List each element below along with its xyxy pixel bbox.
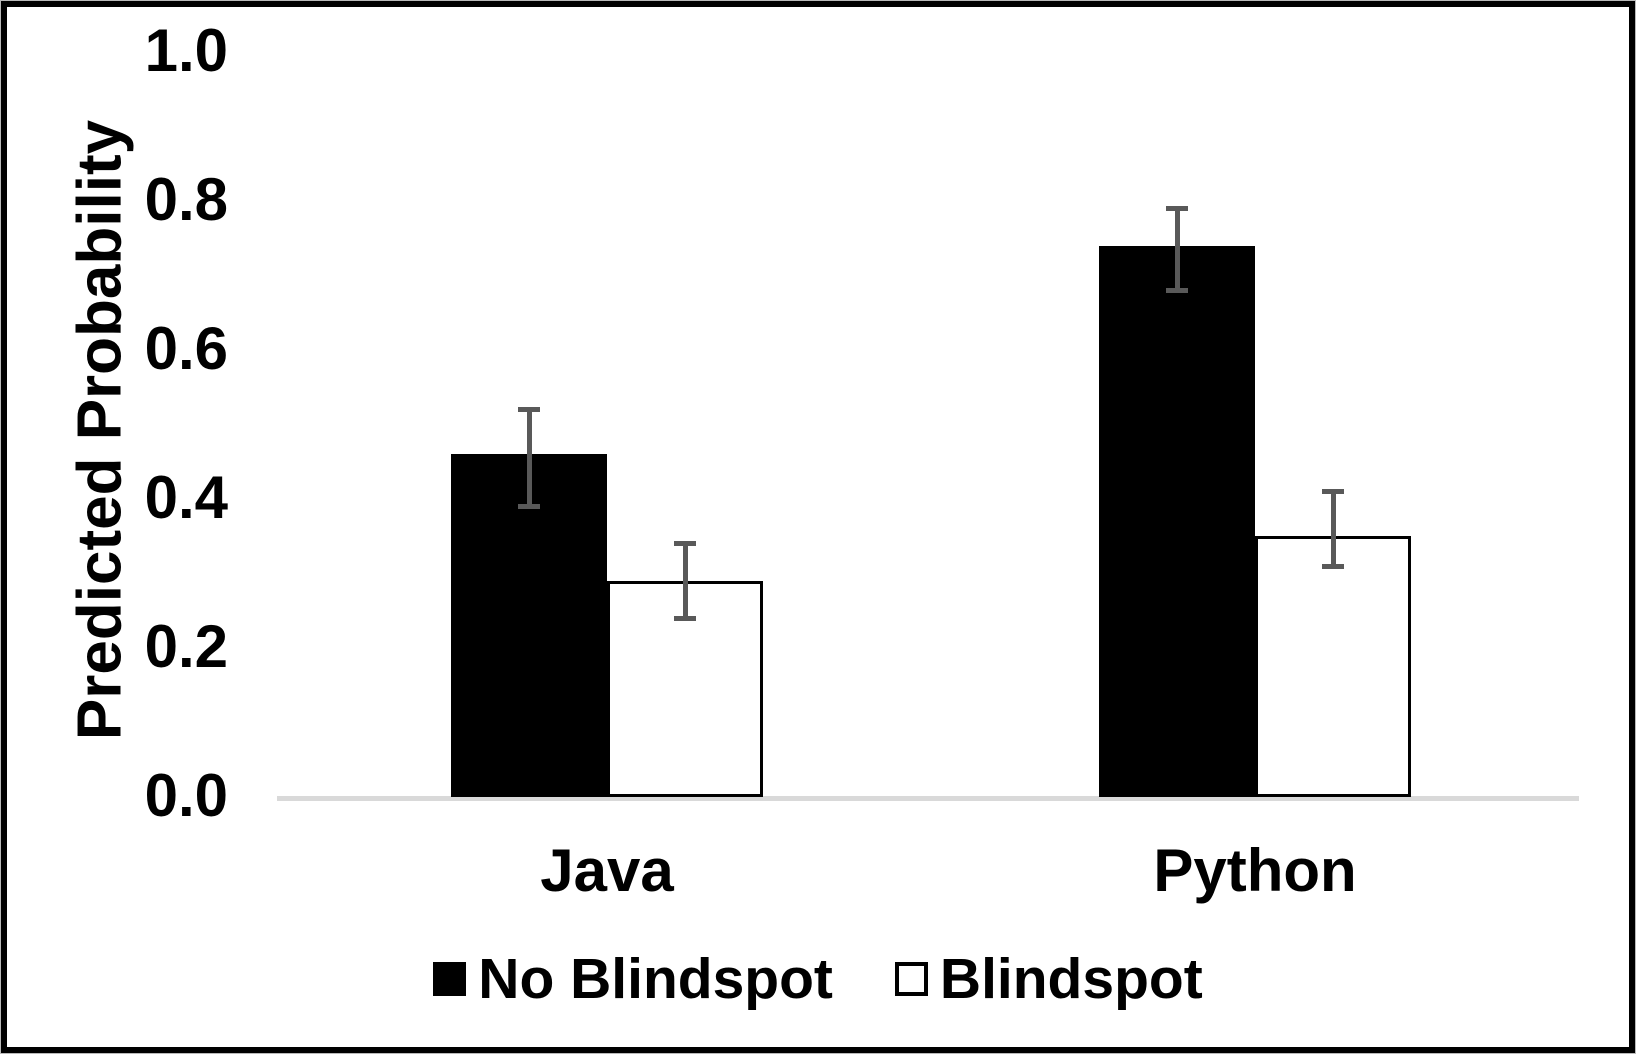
error-bar-python-blindspot: [1330, 491, 1336, 567]
y-tick-label-0.8: 0.8: [144, 166, 228, 234]
legend-label-blindspot: Blindspot: [939, 947, 1203, 1011]
y-tick-label-0.6: 0.6: [144, 315, 228, 383]
error-bar-java-no-blindspot-upper-cap: [518, 407, 540, 413]
bar-java-no-blindspot: [451, 454, 607, 797]
y-tick-label-0.4: 0.4: [144, 464, 228, 532]
bar-python-no-blindspot: [1099, 245, 1255, 797]
y-tick-label-0.2: 0.2: [144, 613, 228, 681]
x-axis-line: [277, 796, 1579, 801]
error-bar-java-blindspot: [682, 543, 688, 619]
category-label-python: Python: [1153, 837, 1357, 904]
legend-item-no-blindspot: No Blindspot: [433, 946, 833, 1012]
y-tick-label-1.0: 1.0: [144, 17, 228, 85]
legend-marker-blindspot-icon: [894, 962, 928, 996]
error-bar-java-blindspot-lower-cap: [674, 615, 696, 621]
bar-python-blindspot: [1255, 536, 1411, 797]
legend-label-no-blindspot: No Blindspot: [478, 947, 833, 1011]
error-bar-java-no-blindspot: [526, 409, 532, 507]
error-bar-python-no-blindspot-lower-cap: [1166, 287, 1188, 293]
error-bar-java-blindspot-upper-cap: [674, 541, 696, 547]
error-bar-python-blindspot-lower-cap: [1322, 563, 1344, 569]
error-bar-java-no-blindspot-lower-cap: [518, 503, 540, 509]
error-bar-python-no-blindspot: [1174, 208, 1180, 291]
legend-marker-no-blindspot-icon: [433, 962, 467, 996]
y-tick-label-0.0: 0.0: [144, 762, 228, 830]
legend-item-blindspot: Blindspot: [894, 946, 1203, 1012]
error-bar-python-no-blindspot-upper-cap: [1166, 205, 1188, 211]
legend: No Blindspot Blindspot: [0, 946, 1636, 1012]
category-label-java: Java: [540, 837, 674, 904]
error-bar-python-blindspot-upper-cap: [1322, 489, 1344, 495]
